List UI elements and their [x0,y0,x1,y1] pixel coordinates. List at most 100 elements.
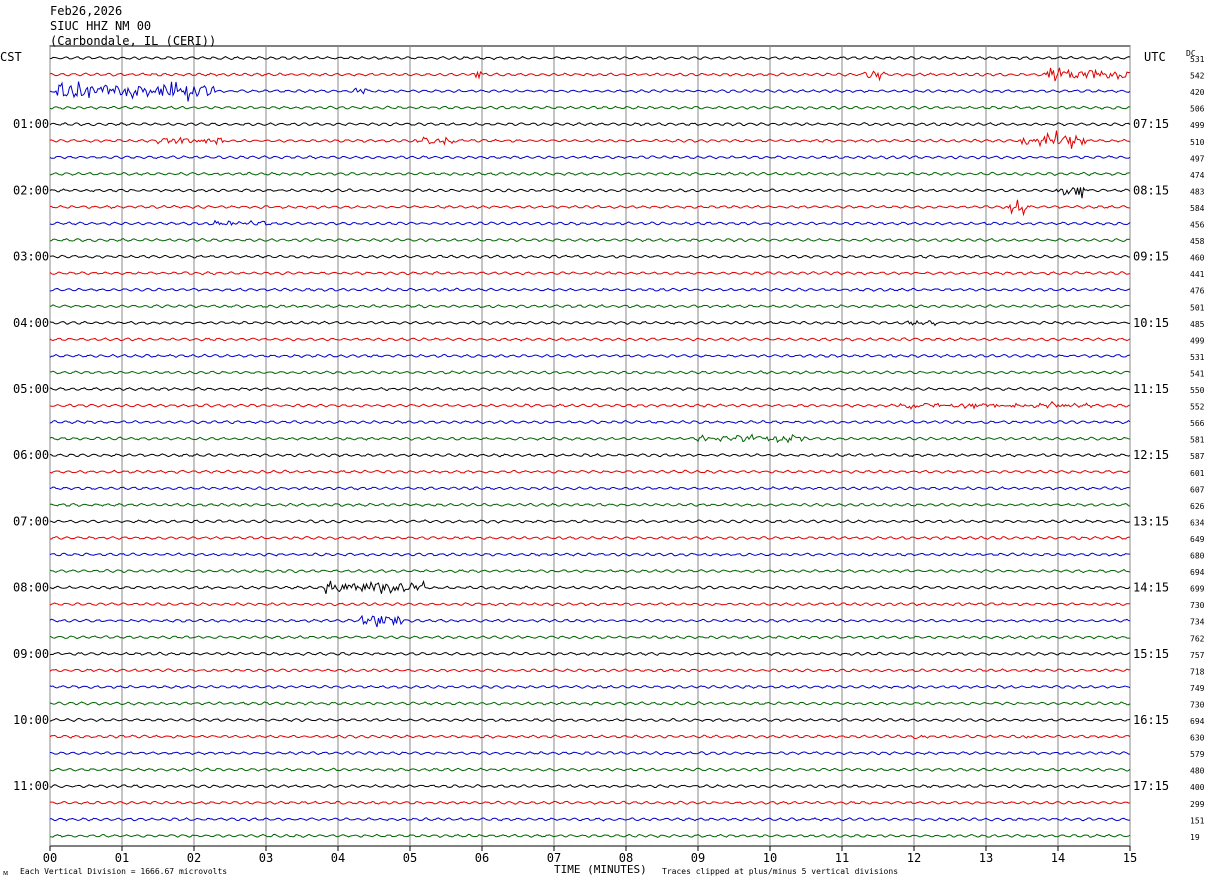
dc-label-22: 566 [1190,419,1205,428]
dc-label-29: 649 [1190,535,1205,544]
trace-18 [49,353,1131,359]
right-hour-label-10: 17:15 [1133,779,1169,793]
trace-5 [49,130,1131,149]
x-tick-label-07: 07 [547,851,561,865]
dc-label-27: 626 [1190,502,1205,511]
trace-24 [49,453,1131,458]
dc-label-45: 299 [1190,800,1205,809]
dc-label-24: 587 [1190,452,1205,461]
dc-label-43: 480 [1190,767,1205,776]
right-hour-label-8: 15:15 [1133,647,1169,661]
plot-frame [49,45,1131,847]
trace-17 [49,337,1131,342]
dc-label-23: 581 [1190,436,1205,445]
trace-7 [49,171,1131,176]
trace-8 [49,186,1131,199]
dc-label-8: 483 [1190,187,1205,196]
corner-mark: ᴍ [3,868,9,877]
dc-label-46: 151 [1190,816,1205,825]
trace-28 [49,519,1131,524]
trace-41 [49,734,1131,740]
trace-15 [49,304,1131,309]
trace-11 [49,237,1131,243]
dc-label-41: 630 [1190,734,1205,743]
dc-label-18: 531 [1190,353,1205,362]
trace-38 [49,684,1131,690]
dc-label-42: 579 [1190,750,1205,759]
x-tick-label-08: 08 [619,851,633,865]
clip-note: Traces clipped at plus/minus 5 vertical … [662,867,899,876]
trace-35 [49,635,1131,640]
dc-label-34: 734 [1190,618,1205,627]
left-hour-label-6: 07:00 [13,514,49,528]
dc-label-28: 634 [1190,518,1205,527]
scale-note: Each Vertical Division = 1666.67 microvo… [20,867,228,876]
date-label: Feb26,2026 [50,4,123,18]
trace-20 [49,386,1131,392]
dc-label-37: 718 [1190,667,1205,676]
trace-23 [49,433,1131,444]
dc-header-label: DC [1186,49,1196,58]
trace-1 [49,67,1131,82]
dc-label-19: 541 [1190,369,1205,378]
dc-label-32: 699 [1190,585,1205,594]
location-label: (Carbondale, IL (CERI)) [50,34,217,48]
trace-2 [49,81,1131,102]
trace-43 [49,767,1131,772]
dc-label-16: 485 [1190,320,1205,329]
x-tick-label-01: 01 [115,851,129,865]
right-hour-label-4: 11:15 [1133,382,1169,396]
left-hour-label-7: 08:00 [13,581,49,595]
x-tick-label-00: 00 [43,851,57,865]
x-tick-label-02: 02 [187,851,201,865]
right-hour-label-9: 16:15 [1133,713,1169,727]
trace-10 [49,219,1131,227]
left-hour-label-5: 06:00 [13,448,49,462]
dc-label-36: 757 [1190,651,1205,660]
right-hour-label-5: 12:15 [1133,448,1169,462]
dc-label-2: 420 [1190,88,1205,97]
x-tick-label-11: 11 [835,851,849,865]
left-hour-label-2: 03:00 [13,250,49,264]
trace-45 [49,800,1131,805]
dc-label-30: 680 [1190,552,1205,561]
trace-4 [49,122,1131,127]
trace-14 [49,287,1131,292]
x-tick-label-06: 06 [475,851,489,865]
trace-22 [49,419,1131,425]
dc-label-10: 456 [1190,221,1205,230]
left-hour-label-1: 02:00 [13,183,49,197]
dc-label-12: 460 [1190,254,1205,263]
right-timezone-label: UTC [1144,50,1166,64]
right-hour-label-1: 08:15 [1133,183,1169,197]
dc-label-20: 550 [1190,386,1205,395]
trace-39 [49,701,1131,706]
dc-label-13: 441 [1190,270,1205,279]
trace-32 [49,579,1131,594]
trace-33 [49,602,1131,607]
dc-label-40: 694 [1190,717,1205,726]
x-tick-label-13: 13 [979,851,993,865]
dc-label-26: 607 [1190,485,1205,494]
trace-6 [49,155,1131,160]
x-tick-label-05: 05 [403,851,417,865]
left-hour-label-9: 10:00 [13,713,49,727]
trace-31 [49,568,1131,574]
x-tick-label-09: 09 [691,851,705,865]
dc-label-39: 730 [1190,700,1205,709]
dc-label-17: 499 [1190,336,1205,345]
dc-label-5: 510 [1190,138,1205,147]
trace-19 [49,370,1131,375]
trace-16 [49,319,1131,327]
left-hour-label-8: 09:00 [13,647,49,661]
dc-label-9: 584 [1190,204,1205,213]
dc-label-47: 19 [1190,833,1200,842]
right-hour-label-2: 09:15 [1133,250,1169,264]
trace-12 [49,254,1131,259]
dc-label-11: 458 [1190,237,1205,246]
dc-label-21: 552 [1190,403,1205,412]
left-hour-label-4: 05:00 [13,382,49,396]
trace-9 [49,199,1131,217]
dc-label-4: 499 [1190,121,1205,130]
x-tick-label-10: 10 [763,851,777,865]
